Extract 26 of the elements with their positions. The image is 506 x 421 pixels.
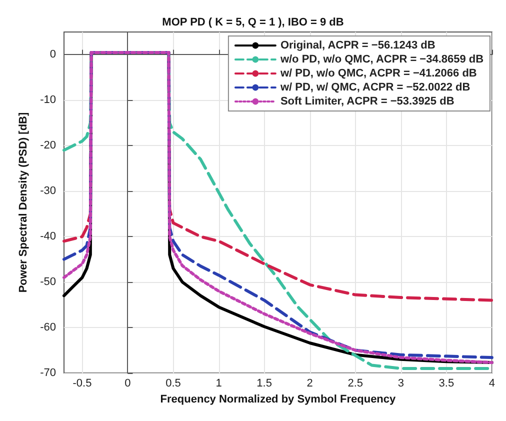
x-tick-label: 0.5 — [166, 378, 181, 390]
y-tick-label: -70 — [40, 367, 56, 379]
x-tick-label: 2.5 — [348, 378, 364, 390]
x-axis-title: Frequency Normalized by Symbol Frequency — [160, 393, 397, 406]
x-tick-label: 3 — [398, 378, 404, 390]
y-tick-label: -20 — [40, 140, 56, 152]
x-tick-label: 1 — [216, 378, 222, 390]
legend-label: w/o PD, w/o QMC, ACPR = −34.8659 dB — [279, 54, 484, 66]
y-axis-title: Power Spectral Density (PSD) [dB] — [18, 112, 30, 293]
legend-label: w/ PD, w/ QMC, ACPR = −52.0022 dB — [279, 82, 470, 94]
legend-label: w/ PD, w/o QMC, ACPR = −41.2066 dB — [279, 68, 477, 80]
y-tick-label: -10 — [40, 94, 56, 106]
y-tick-label: -30 — [40, 185, 56, 198]
legend-label: Original, ACPR = −56.1243 dB — [280, 40, 436, 52]
y-tick-label: -50 — [40, 276, 56, 288]
legend-label: Soft Limiter, ACPR = −53.3925 dB — [280, 96, 454, 108]
x-tick-label: 1.5 — [256, 378, 272, 390]
x-tick-label: 2 — [306, 378, 313, 390]
chart-title: MOP PD ( K = 5, Q = 1 ), IBO = 9 dB — [162, 16, 344, 28]
y-tick-label: -60 — [40, 322, 56, 334]
x-tick-label: 3.5 — [438, 378, 454, 390]
x-tick-label: 4 — [488, 378, 496, 390]
y-tick-label: 0 — [50, 48, 56, 61]
x-tick-label: -0.5 — [72, 378, 92, 390]
y-tick-label: -40 — [40, 230, 56, 243]
x-tick-label: 0 — [124, 378, 131, 390]
